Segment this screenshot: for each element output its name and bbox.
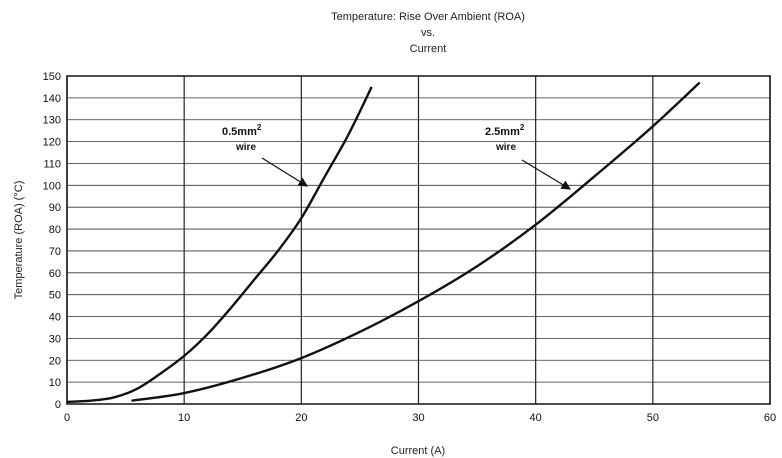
y-tick-label: 30 [49,333,61,345]
annotation-label-2: 2.5mm2 [485,123,525,138]
y-tick-label: 120 [43,137,61,149]
series-line-1 [66,86,373,404]
y-tick-label: 150 [43,71,61,83]
annotation-superscript: 2 [257,123,262,132]
y-tick-label: 110 [43,158,61,170]
x-axis-ticks: 0 10 20 30 40 50 60 [64,412,776,424]
y-tick-label: 100 [43,180,61,192]
y-tick-label: 80 [49,224,61,236]
grid-lines [66,75,771,405]
series-line-2 [131,81,701,402]
annotation-wire-label-1: wire [235,142,256,153]
y-tick-label: 70 [49,246,61,258]
x-axis-label: Current (A) [391,445,445,457]
y-tick-label: 140 [43,93,61,105]
annotation-wire-label-2: wire [495,142,516,153]
y-tick-label: 40 [49,312,61,324]
y-tick-label: 10 [49,377,61,389]
annotation-label-1: 0.5mm2 [222,123,262,138]
x-tick-label: 10 [178,412,190,424]
title-line-1: Temperature: Rise Over Ambient (ROA) [331,11,525,23]
y-tick-label: 50 [49,290,61,302]
x-tick-label: 30 [412,412,424,424]
x-tick-label: 20 [295,412,307,424]
y-tick-label: 0 [55,399,61,411]
title-line-3: Current [410,43,447,55]
y-tick-label: 20 [49,355,61,367]
data-series [66,81,701,404]
x-tick-label: 40 [530,412,542,424]
y-tick-label: 60 [49,268,61,280]
x-tick-label: 50 [647,412,659,424]
x-tick-label: 0 [64,412,70,424]
annotation-superscript: 2 [520,123,525,132]
y-axis-ticks: 0 10 20 30 40 50 60 70 80 90 100 110 120 130 140 150 [43,71,61,411]
y-tick-label: 130 [43,115,61,127]
annotation-arrow-2 [521,159,572,190]
y-axis-label: Temperature (ROA) (°C) [13,181,25,300]
title-line-2: vs. [421,27,435,39]
plot-frame [66,75,771,405]
y-tick-label: 90 [49,202,61,214]
annotation-arrow-1 [261,157,309,187]
annotations: 0.5mm2 wire 2.5mm2 wire [222,123,572,190]
x-tick-label: 60 [764,412,776,424]
chart-title: Temperature: Rise Over Ambient (ROA) vs.… [331,11,525,55]
